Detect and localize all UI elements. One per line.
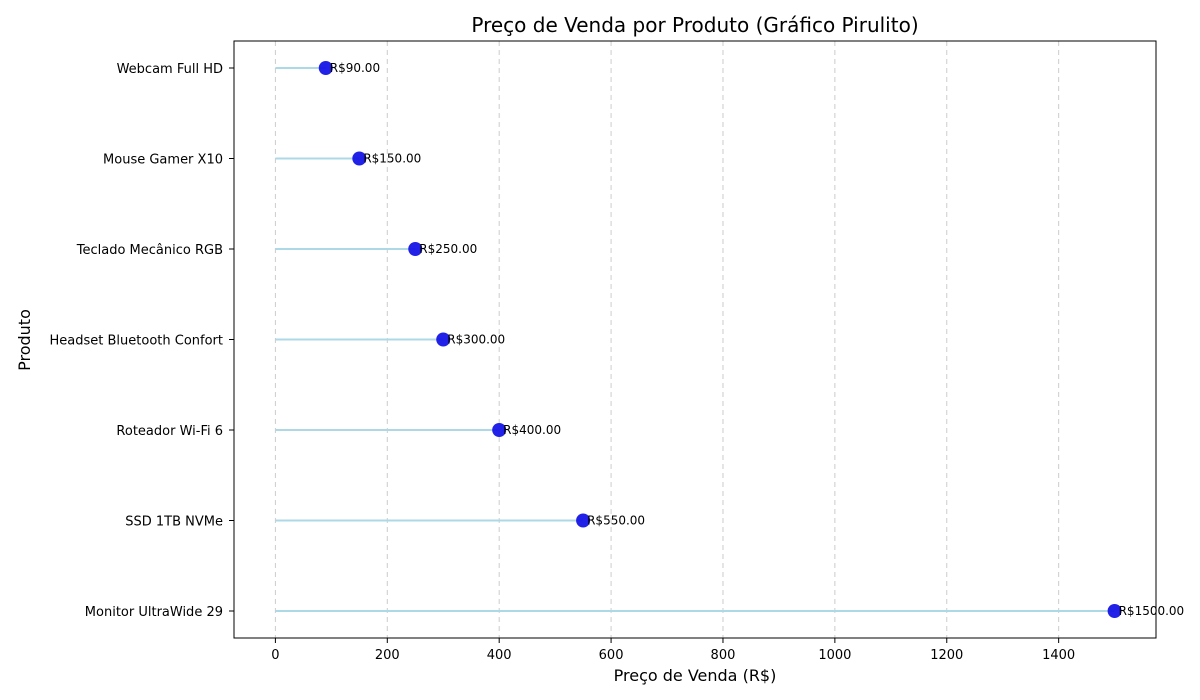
y-tick-label: Monitor UltraWide 29 [85, 605, 223, 620]
data-label: R$550.00 [587, 514, 645, 528]
lollipop-marker [408, 242, 423, 256]
x-tick-label: 1200 [930, 648, 963, 663]
x-axis-ticks: 0 200 400 600 800 1000 1200 1400 [271, 638, 1075, 663]
y-tick-label: Teclado Mecânico RGB [76, 243, 223, 258]
y-tick-label: Mouse Gamer X10 [103, 153, 223, 168]
y-tick-label: Roteador Wi-Fi 6 [116, 424, 223, 439]
data-label: R$90.00 [330, 61, 380, 75]
x-tick-label: 600 [599, 648, 624, 663]
lollipop-marker [576, 513, 591, 528]
grid-lines [274, 41, 1060, 638]
lollipop-marker [1107, 604, 1122, 618]
data-label: R$300.00 [447, 333, 505, 347]
x-tick-label: 200 [375, 648, 400, 663]
chart-title: Preço de Venda por Produto (Gráfico Piru… [471, 13, 918, 37]
y-axis-ticks: Monitor UltraWide 29 SSD 1TB NVMe Roteador… [50, 62, 234, 620]
y-tick-label: Headset Bluetooth Confort [50, 334, 223, 349]
lollipop-marker [492, 423, 507, 437]
data-label: R$250.00 [419, 242, 477, 256]
lollipop-marker [318, 61, 333, 75]
x-tick-label: 1000 [818, 648, 851, 663]
lollipop-marker [352, 151, 367, 166]
stems [275, 67, 1115, 612]
y-tick-label: Webcam Full HD [117, 62, 223, 77]
x-tick-label: 0 [271, 648, 279, 663]
y-tick-label: SSD 1TB NVMe [125, 515, 223, 530]
data-label: R$150.00 [363, 152, 421, 166]
y-axis-label: Produto [15, 309, 34, 371]
x-tick-label: 400 [487, 648, 512, 663]
data-label: R$1500.00 [1119, 604, 1185, 618]
x-axis-label: Preço de Venda (R$) [614, 666, 777, 685]
lollipop-marker [436, 332, 451, 347]
markers [318, 61, 1122, 618]
x-tick-label: 1400 [1042, 648, 1075, 663]
data-label: R$400.00 [503, 423, 561, 437]
x-tick-label: 800 [711, 648, 736, 663]
data-labels: R$1500.00 R$550.00 R$400.00 R$300.00 R$250.0… [330, 61, 1184, 618]
